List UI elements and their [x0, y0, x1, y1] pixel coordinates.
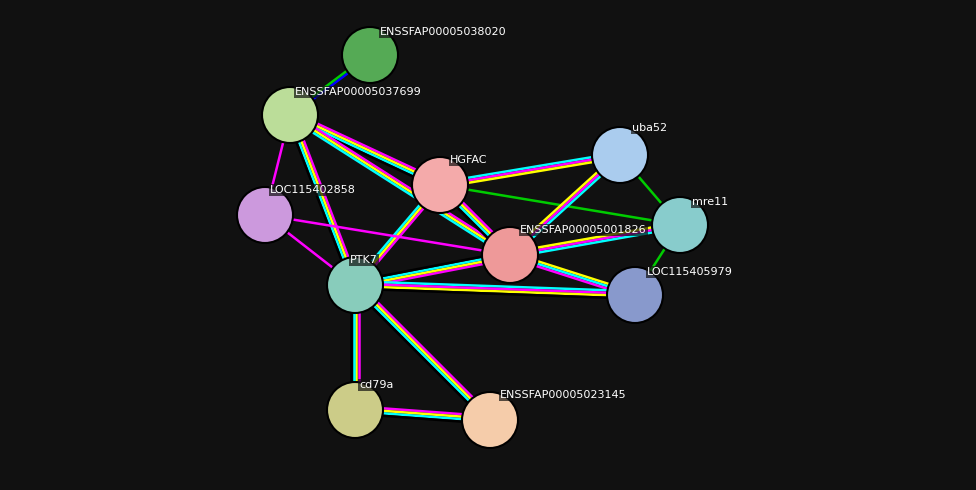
Text: PTK7: PTK7 [350, 255, 378, 265]
Text: uba52: uba52 [632, 123, 668, 133]
Text: cd79a: cd79a [359, 380, 393, 390]
Ellipse shape [262, 87, 318, 143]
Text: LOC115405979: LOC115405979 [647, 267, 733, 277]
Ellipse shape [462, 392, 518, 448]
Ellipse shape [412, 157, 468, 213]
Ellipse shape [592, 127, 648, 183]
Ellipse shape [652, 197, 708, 253]
Ellipse shape [482, 227, 538, 283]
Ellipse shape [327, 382, 383, 438]
Ellipse shape [342, 27, 398, 83]
Ellipse shape [237, 187, 293, 243]
Text: ENSSFAP00005037699: ENSSFAP00005037699 [295, 87, 422, 97]
Text: ENSSFAP00005023145: ENSSFAP00005023145 [500, 390, 627, 400]
Text: mre11: mre11 [692, 197, 728, 207]
Text: HGFAC: HGFAC [450, 155, 487, 165]
Text: ENSSFAP00005038020: ENSSFAP00005038020 [380, 27, 507, 37]
Ellipse shape [607, 267, 663, 323]
Ellipse shape [327, 257, 383, 313]
Text: ENSSFAP00005001826: ENSSFAP00005001826 [520, 225, 647, 235]
Text: LOC115402858: LOC115402858 [270, 185, 356, 195]
